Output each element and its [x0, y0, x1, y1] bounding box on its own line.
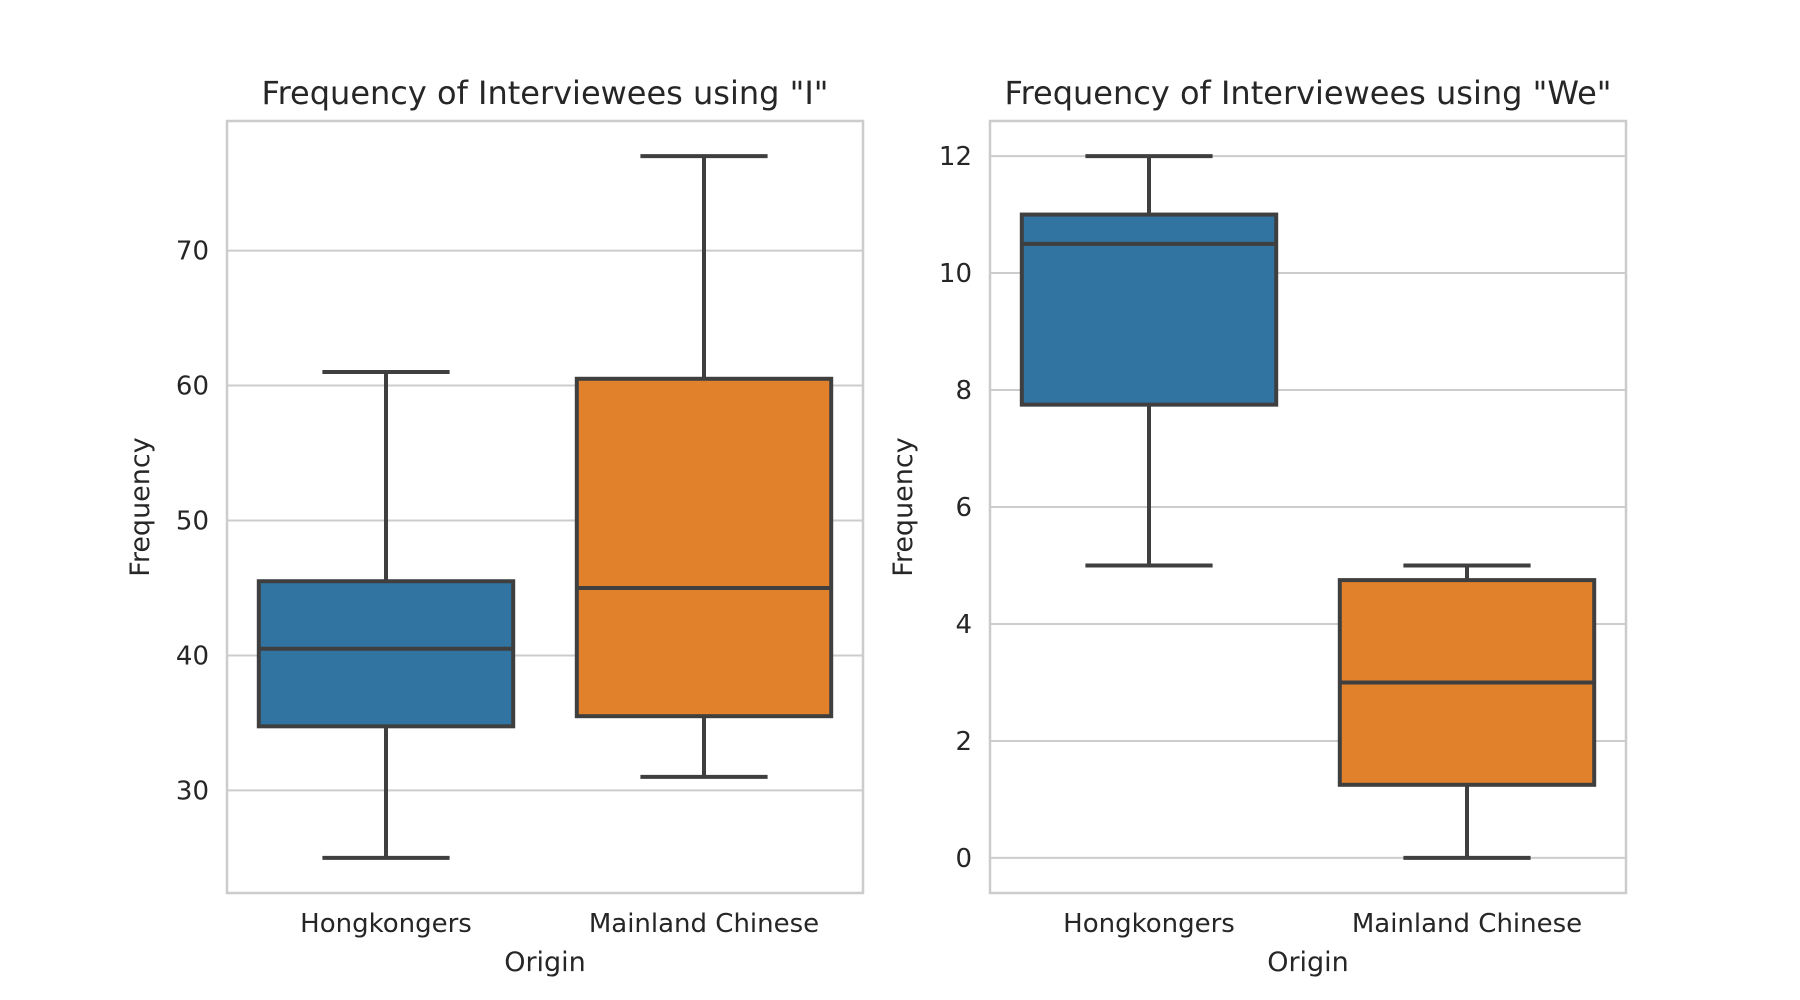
y-tick-label: 50 [176, 506, 209, 536]
chart-title: Frequency of Interviewees using "I" [262, 74, 829, 112]
x-tick-label: Mainland Chinese [589, 909, 819, 939]
box-hongkongers [256, 370, 516, 860]
y-tick-label: 0 [955, 844, 972, 874]
y-tick-label: 4 [955, 610, 972, 640]
x-axis-label: Origin [1267, 947, 1349, 978]
iqr-box [574, 376, 834, 719]
y-tick-label: 70 [176, 237, 209, 267]
y-tick-label: 2 [955, 727, 972, 757]
axes-frame [225, 119, 865, 895]
x-tick-label: Hongkongers [300, 909, 472, 939]
chart-title: Frequency of Interviewees using "We" [1004, 74, 1611, 112]
y-tick-label: 60 [176, 372, 209, 402]
y-tick-label: 8 [955, 376, 972, 406]
panel-we: 0 2 4 6 8 10 12 Hongkongers Mainland ChineseOrig… [888, 74, 1628, 978]
box-mainland-chinese [1337, 563, 1597, 860]
panel-i: 30 40 50 60 70 Hongkongers Mainland ChineseOri… [125, 74, 865, 978]
x-tick-label: Hongkongers [1063, 909, 1235, 939]
box-mainland-chinese [574, 154, 834, 779]
y-tick-label: 30 [176, 776, 209, 806]
iqr-box [1019, 212, 1279, 407]
y-tick-label: 12 [939, 142, 972, 172]
y-tick-label: 10 [939, 259, 972, 289]
y-tick-label: 40 [176, 641, 209, 671]
y-axis-label: Frequency [125, 437, 156, 577]
x-axis-label: Origin [504, 947, 586, 978]
axes-frame [988, 119, 1628, 895]
box-hongkongers [1019, 154, 1279, 568]
y-axis-label: Frequency [888, 437, 919, 577]
iqr-box [256, 579, 516, 729]
y-tick-label: 6 [955, 493, 972, 523]
x-tick-label: Mainland Chinese [1352, 909, 1582, 939]
